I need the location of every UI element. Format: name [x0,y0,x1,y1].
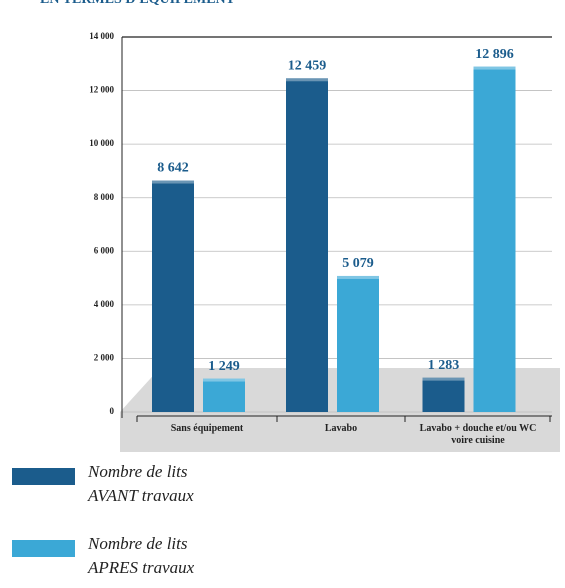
bar [337,275,379,412]
value-label: 5 079 [342,256,374,271]
legend-label: Nombre de lits APRES travaux [88,534,195,577]
bar-top [422,377,465,381]
bar [473,66,516,413]
bar-top [473,66,516,70]
bar [286,78,328,412]
x-tick-label: Lavabo [324,423,358,434]
y-tick-label: 14 000 [89,31,114,41]
legend-swatch [12,540,75,557]
x-tick-label: Lavabo + douche et/ou WC voire cuisine [419,423,537,446]
legend-swatch [12,468,75,485]
bar [152,180,194,412]
value-label: 1 283 [428,358,460,373]
bar [203,378,245,412]
y-tick-label: 6 000 [94,245,115,255]
value-label: 12 459 [288,58,327,73]
y-tick-label: 2 000 [94,352,115,362]
y-tick-label: 4 000 [94,299,115,309]
y-tick-label: 0 [110,406,115,416]
bar-top [203,378,245,382]
value-label: 8 642 [157,161,189,176]
y-tick-label: 8 000 [94,192,115,202]
bar-top [152,180,194,184]
legend-label: Nombre de lits AVANT travaux [88,462,194,505]
bar-top [286,78,328,82]
chart-title: EN TERMES D'ÉQUIPEMENT [40,0,235,8]
x-tick-label: Sans équipement [170,423,244,434]
y-tick-label: 10 000 [89,138,114,148]
value-label: 1 249 [208,359,240,374]
value-label: 12 896 [475,47,514,62]
y-tick-label: 12 000 [89,85,114,95]
bar [422,377,465,412]
bar-top [337,275,379,279]
